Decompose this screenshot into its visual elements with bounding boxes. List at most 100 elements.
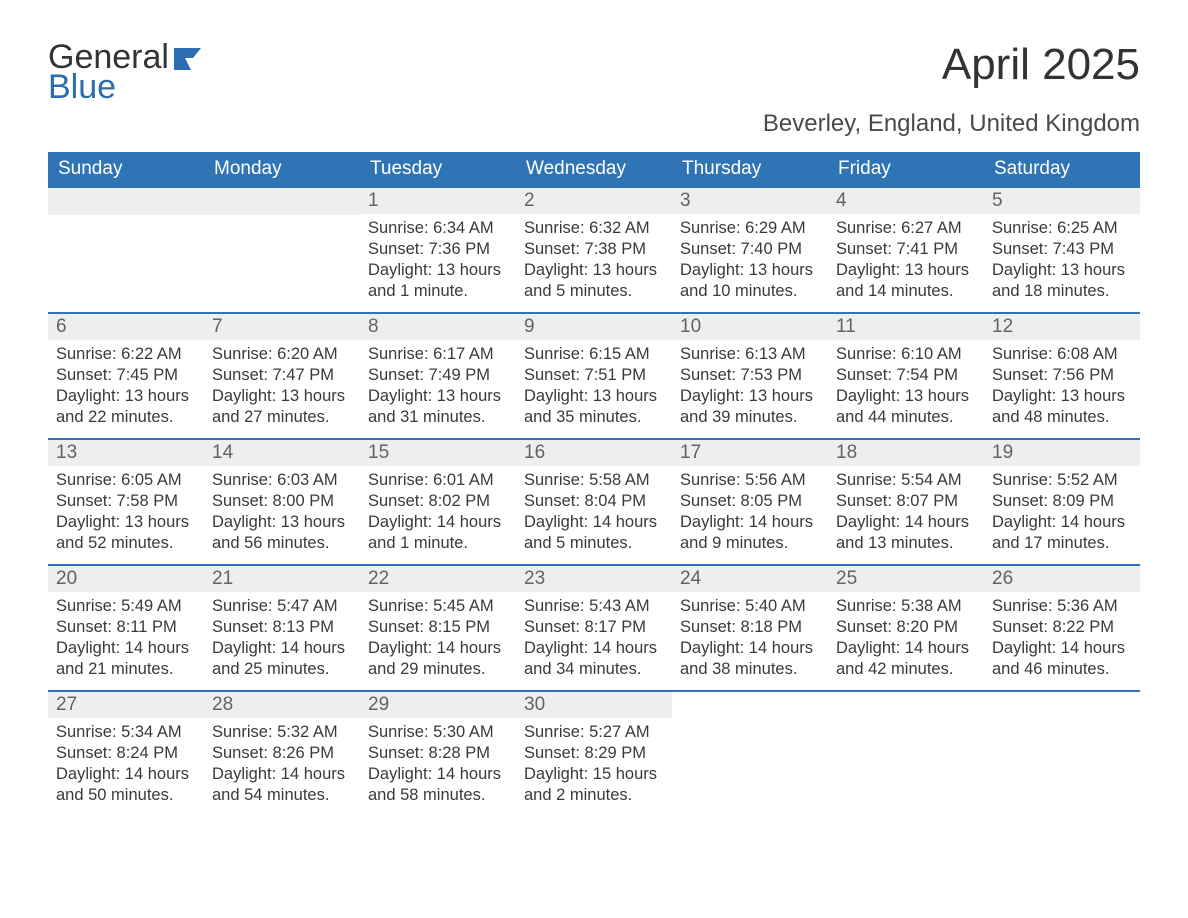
sunset-line: Sunset: 7:40 PM: [680, 239, 820, 260]
calendar-cell: 17Sunrise: 5:56 AMSunset: 8:05 PMDayligh…: [672, 439, 828, 565]
sunrise-line: Sunrise: 5:36 AM: [992, 596, 1132, 617]
calendar-cell: 11Sunrise: 6:10 AMSunset: 7:54 PMDayligh…: [828, 313, 984, 439]
sunrise-line: Sunrise: 5:40 AM: [680, 596, 820, 617]
sunset-line: Sunset: 7:38 PM: [524, 239, 664, 260]
day-number: 27: [48, 692, 204, 718]
calendar-cell: 14Sunrise: 6:03 AMSunset: 8:00 PMDayligh…: [204, 439, 360, 565]
sunrise-line: Sunrise: 6:29 AM: [680, 218, 820, 239]
day-body: Sunrise: 6:15 AMSunset: 7:51 PMDaylight:…: [516, 340, 672, 436]
daylight-line: Daylight: 14 hours and 9 minutes.: [680, 512, 820, 554]
sunset-line: Sunset: 7:49 PM: [368, 365, 508, 386]
daylight-line: Daylight: 14 hours and 5 minutes.: [524, 512, 664, 554]
day-number: 22: [360, 566, 516, 592]
calendar-cell: [204, 187, 360, 313]
sunset-line: Sunset: 8:26 PM: [212, 743, 352, 764]
day-body: Sunrise: 6:08 AMSunset: 7:56 PMDaylight:…: [984, 340, 1140, 436]
day-number: 24: [672, 566, 828, 592]
sunset-line: Sunset: 7:47 PM: [212, 365, 352, 386]
day-body: Sunrise: 6:03 AMSunset: 8:00 PMDaylight:…: [204, 466, 360, 562]
calendar-cell: 29Sunrise: 5:30 AMSunset: 8:28 PMDayligh…: [360, 691, 516, 817]
daylight-line: Daylight: 13 hours and 35 minutes.: [524, 386, 664, 428]
day-number: 9: [516, 314, 672, 340]
sunset-line: Sunset: 8:07 PM: [836, 491, 976, 512]
sunrise-line: Sunrise: 6:15 AM: [524, 344, 664, 365]
day-number: [48, 188, 204, 215]
daylight-line: Daylight: 13 hours and 52 minutes.: [56, 512, 196, 554]
sunrise-line: Sunrise: 6:20 AM: [212, 344, 352, 365]
calendar-table: SundayMondayTuesdayWednesdayThursdayFrid…: [48, 152, 1140, 817]
sunset-line: Sunset: 8:02 PM: [368, 491, 508, 512]
day-number: 19: [984, 440, 1140, 466]
day-body: Sunrise: 5:58 AMSunset: 8:04 PMDaylight:…: [516, 466, 672, 562]
sunrise-line: Sunrise: 6:25 AM: [992, 218, 1132, 239]
day-body: Sunrise: 6:17 AMSunset: 7:49 PMDaylight:…: [360, 340, 516, 436]
day-number: [672, 692, 828, 718]
sunset-line: Sunset: 8:17 PM: [524, 617, 664, 638]
daylight-line: Daylight: 13 hours and 48 minutes.: [992, 386, 1132, 428]
day-number: 25: [828, 566, 984, 592]
page-subtitle: Beverley, England, United Kingdom: [48, 110, 1140, 138]
calendar-cell: [828, 691, 984, 817]
sunrise-line: Sunrise: 6:13 AM: [680, 344, 820, 365]
day-number: 17: [672, 440, 828, 466]
daylight-line: Daylight: 15 hours and 2 minutes.: [524, 764, 664, 806]
sunrise-line: Sunrise: 6:01 AM: [368, 470, 508, 491]
day-number: 4: [828, 188, 984, 214]
calendar-cell: 30Sunrise: 5:27 AMSunset: 8:29 PMDayligh…: [516, 691, 672, 817]
day-number: 11: [828, 314, 984, 340]
day-body: Sunrise: 5:49 AMSunset: 8:11 PMDaylight:…: [48, 592, 204, 688]
day-number: 13: [48, 440, 204, 466]
sunrise-line: Sunrise: 6:08 AM: [992, 344, 1132, 365]
day-number: 18: [828, 440, 984, 466]
calendar-cell: 25Sunrise: 5:38 AMSunset: 8:20 PMDayligh…: [828, 565, 984, 691]
day-number: [828, 692, 984, 718]
sunrise-line: Sunrise: 5:30 AM: [368, 722, 508, 743]
day-body: Sunrise: 5:45 AMSunset: 8:15 PMDaylight:…: [360, 592, 516, 688]
daylight-line: Daylight: 13 hours and 18 minutes.: [992, 260, 1132, 302]
calendar-cell: [48, 187, 204, 313]
calendar-cell: 8Sunrise: 6:17 AMSunset: 7:49 PMDaylight…: [360, 313, 516, 439]
day-number: 14: [204, 440, 360, 466]
sunrise-line: Sunrise: 5:34 AM: [56, 722, 196, 743]
day-body: Sunrise: 5:34 AMSunset: 8:24 PMDaylight:…: [48, 718, 204, 814]
day-number: 5: [984, 188, 1140, 214]
sunrise-line: Sunrise: 5:52 AM: [992, 470, 1132, 491]
day-number: [984, 692, 1140, 718]
daylight-line: Daylight: 13 hours and 56 minutes.: [212, 512, 352, 554]
calendar-cell: 2Sunrise: 6:32 AMSunset: 7:38 PMDaylight…: [516, 187, 672, 313]
sunset-line: Sunset: 8:29 PM: [524, 743, 664, 764]
sunset-line: Sunset: 7:36 PM: [368, 239, 508, 260]
calendar-cell: 28Sunrise: 5:32 AMSunset: 8:26 PMDayligh…: [204, 691, 360, 817]
daylight-line: Daylight: 13 hours and 39 minutes.: [680, 386, 820, 428]
daylight-line: Daylight: 13 hours and 44 minutes.: [836, 386, 976, 428]
flag-icon: [173, 46, 203, 72]
calendar-cell: 6Sunrise: 6:22 AMSunset: 7:45 PMDaylight…: [48, 313, 204, 439]
sunrise-line: Sunrise: 5:32 AM: [212, 722, 352, 743]
day-number: 1: [360, 188, 516, 214]
sunset-line: Sunset: 7:58 PM: [56, 491, 196, 512]
sunset-line: Sunset: 7:51 PM: [524, 365, 664, 386]
day-header: Sunday: [48, 152, 204, 187]
daylight-line: Daylight: 13 hours and 27 minutes.: [212, 386, 352, 428]
calendar-cell: 7Sunrise: 6:20 AMSunset: 7:47 PMDaylight…: [204, 313, 360, 439]
calendar-cell: 24Sunrise: 5:40 AMSunset: 8:18 PMDayligh…: [672, 565, 828, 691]
daylight-line: Daylight: 13 hours and 31 minutes.: [368, 386, 508, 428]
calendar-cell: 21Sunrise: 5:47 AMSunset: 8:13 PMDayligh…: [204, 565, 360, 691]
sunrise-line: Sunrise: 6:34 AM: [368, 218, 508, 239]
daylight-line: Daylight: 14 hours and 1 minute.: [368, 512, 508, 554]
calendar-cell: 18Sunrise: 5:54 AMSunset: 8:07 PMDayligh…: [828, 439, 984, 565]
sunset-line: Sunset: 7:43 PM: [992, 239, 1132, 260]
day-body: Sunrise: 6:34 AMSunset: 7:36 PMDaylight:…: [360, 214, 516, 310]
sunset-line: Sunset: 7:41 PM: [836, 239, 976, 260]
daylight-line: Daylight: 14 hours and 34 minutes.: [524, 638, 664, 680]
daylight-line: Daylight: 13 hours and 10 minutes.: [680, 260, 820, 302]
calendar-cell: 10Sunrise: 6:13 AMSunset: 7:53 PMDayligh…: [672, 313, 828, 439]
sunrise-line: Sunrise: 5:45 AM: [368, 596, 508, 617]
sunrise-line: Sunrise: 5:43 AM: [524, 596, 664, 617]
day-body: Sunrise: 6:29 AMSunset: 7:40 PMDaylight:…: [672, 214, 828, 310]
calendar-cell: 1Sunrise: 6:34 AMSunset: 7:36 PMDaylight…: [360, 187, 516, 313]
sunset-line: Sunset: 8:15 PM: [368, 617, 508, 638]
sunset-line: Sunset: 8:05 PM: [680, 491, 820, 512]
calendar-cell: 20Sunrise: 5:49 AMSunset: 8:11 PMDayligh…: [48, 565, 204, 691]
sunset-line: Sunset: 8:18 PM: [680, 617, 820, 638]
